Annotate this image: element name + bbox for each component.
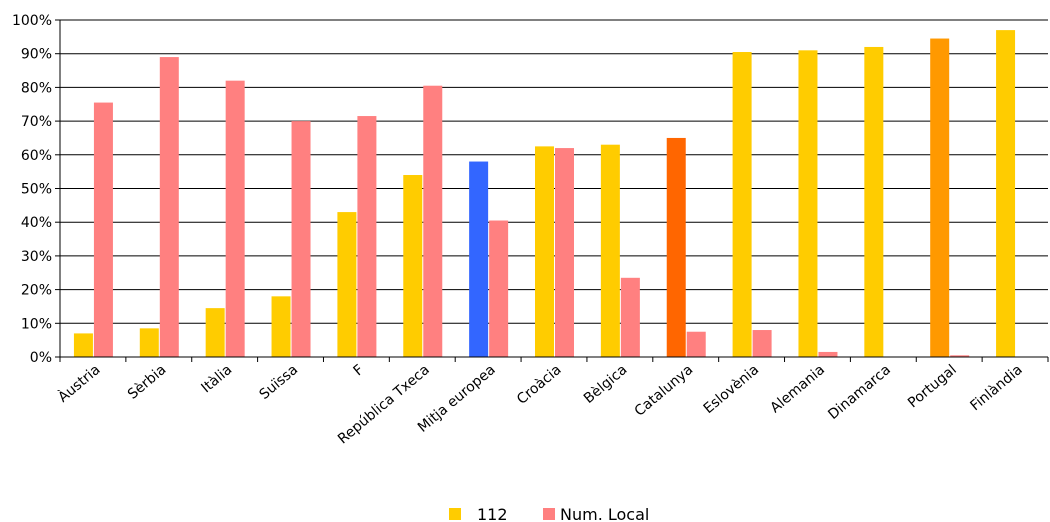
bar-112 — [798, 50, 818, 358]
x-tick-label: Suïssa — [256, 362, 301, 403]
x-tick-label: Finlàndia — [967, 362, 1025, 414]
bar-112 — [139, 328, 159, 357]
bar-112 — [535, 146, 554, 357]
bar-num-local — [620, 277, 640, 357]
bar-112 — [73, 333, 93, 357]
y-tick-label: 30% — [21, 249, 52, 265]
bar-num-local — [291, 121, 311, 357]
x-tick-label: Dinamarca — [825, 362, 894, 423]
y-tick-label: 0% — [30, 350, 52, 366]
x-tick-label: Portugal — [905, 362, 960, 412]
bar-112 — [403, 175, 423, 357]
x-tick-label: Itàlia — [198, 362, 235, 396]
x-tick-label: Àustria — [55, 361, 104, 406]
bar-112 — [600, 144, 620, 357]
y-tick-label: 20% — [21, 283, 52, 299]
bar-num-local — [225, 80, 245, 357]
legend-label-num-local: Num. Local — [560, 505, 649, 522]
x-tick-label: Croàcia — [514, 362, 565, 408]
y-tick-label: 90% — [21, 47, 52, 63]
legend-swatch-112 — [449, 508, 461, 520]
x-tick-label: Eslovènia — [701, 362, 762, 417]
legend-swatch-num-local — [543, 508, 555, 520]
bar-112 — [996, 30, 1016, 358]
x-tick-label: F — [351, 362, 367, 379]
bar-num-local — [489, 220, 509, 357]
bar-112 — [930, 38, 950, 357]
bar-num-local — [686, 331, 706, 357]
bar-112 — [205, 308, 225, 357]
y-tick-label: 50% — [21, 182, 52, 198]
bar-112 — [864, 46, 884, 358]
y-tick-label: 80% — [21, 80, 52, 96]
x-tick-label: Sèrbia — [125, 362, 169, 403]
x-tick-label: Bèlgica — [581, 362, 630, 407]
bar-num-local — [423, 85, 443, 357]
bar-num-local — [357, 116, 377, 357]
y-tick-label: 10% — [21, 316, 52, 332]
bars — [73, 30, 1016, 358]
bar-num-local — [93, 102, 113, 357]
bar-num-local — [818, 351, 838, 357]
y-tick-label: 100% — [12, 13, 52, 29]
y-tick-label: 70% — [21, 114, 52, 130]
bar-num-local — [159, 57, 179, 357]
y-tick-label: 40% — [21, 215, 52, 231]
x-tick-label: Alemania — [767, 362, 828, 416]
legend: 112 Num. Local — [449, 505, 649, 522]
y-tick-label: 60% — [21, 148, 52, 164]
bar-112 — [337, 212, 357, 357]
legend-label-112: 112 — [477, 505, 508, 522]
bar-num-local — [555, 148, 574, 357]
bar-num-local — [752, 330, 772, 357]
bar-112 — [271, 296, 291, 357]
x-tick-label: Catalunya — [632, 362, 697, 420]
bar-num-local — [950, 355, 970, 357]
x-tick-label: República Txeca — [335, 362, 433, 448]
y-axis: 0% 10% 20% 30% 40% 50% 60% 70% 80% 90% 100% — [12, 13, 61, 366]
bar-112 — [469, 161, 489, 357]
bar-112 — [732, 52, 752, 357]
bar-112 — [666, 137, 686, 357]
